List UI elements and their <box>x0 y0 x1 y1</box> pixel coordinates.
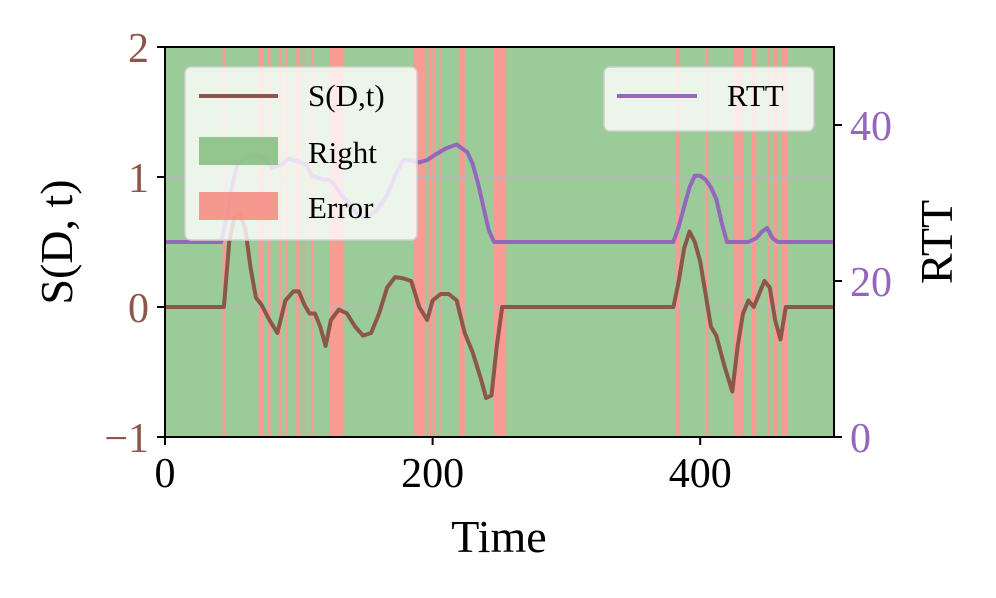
y-axis-label-right: RTT <box>911 200 962 284</box>
error-region-13 <box>459 47 465 437</box>
error-region-4 <box>285 47 289 437</box>
y-left-tick-label: 2 <box>128 26 149 72</box>
error-region-18 <box>751 47 757 437</box>
legend-frame <box>603 66 815 132</box>
error-region-2 <box>268 47 271 437</box>
legend-upper-right: RTT <box>603 66 815 132</box>
y-left-tick-label: 0 <box>128 286 149 332</box>
y-right-tick-label: 20 <box>850 260 892 306</box>
legend-label-error: Error <box>308 190 374 225</box>
legend-label-s: S(D,t) <box>308 78 385 113</box>
legend-swatch-right <box>199 137 278 165</box>
error-region-11 <box>432 47 436 437</box>
legend-label-right: Right <box>308 135 377 170</box>
error-region-16 <box>705 47 709 437</box>
y-axis-label-left: S(D, t) <box>31 179 82 304</box>
y-left-tick-label: −1 <box>104 416 149 462</box>
x-tick-label: 400 <box>669 451 732 497</box>
legend-upper-left: S(D,t) Right Error <box>184 66 418 241</box>
plot-frame <box>164 46 835 438</box>
error-region-7 <box>310 47 314 437</box>
x-axis-label: Time <box>451 511 546 562</box>
error-region-0 <box>222 47 226 437</box>
error-region-1 <box>258 47 265 437</box>
y-right-tick-label: 0 <box>850 416 871 462</box>
x-tick-label: 0 <box>155 451 176 497</box>
legend-label-rtt: RTT <box>727 78 784 113</box>
legend-swatch-error <box>199 192 278 220</box>
series-line-s <box>165 211 834 400</box>
error-region-3 <box>278 47 282 437</box>
error-region-5 <box>296 47 301 437</box>
error-region-19 <box>767 47 770 437</box>
error-region-12 <box>439 47 441 437</box>
y-right-tick-label: 40 <box>850 104 892 150</box>
error-region-15 <box>676 47 681 437</box>
error-region-6 <box>302 47 305 437</box>
x-tick-label: 200 <box>401 451 464 497</box>
y-left-tick-label: 1 <box>128 156 149 202</box>
error-region-10 <box>428 47 432 437</box>
